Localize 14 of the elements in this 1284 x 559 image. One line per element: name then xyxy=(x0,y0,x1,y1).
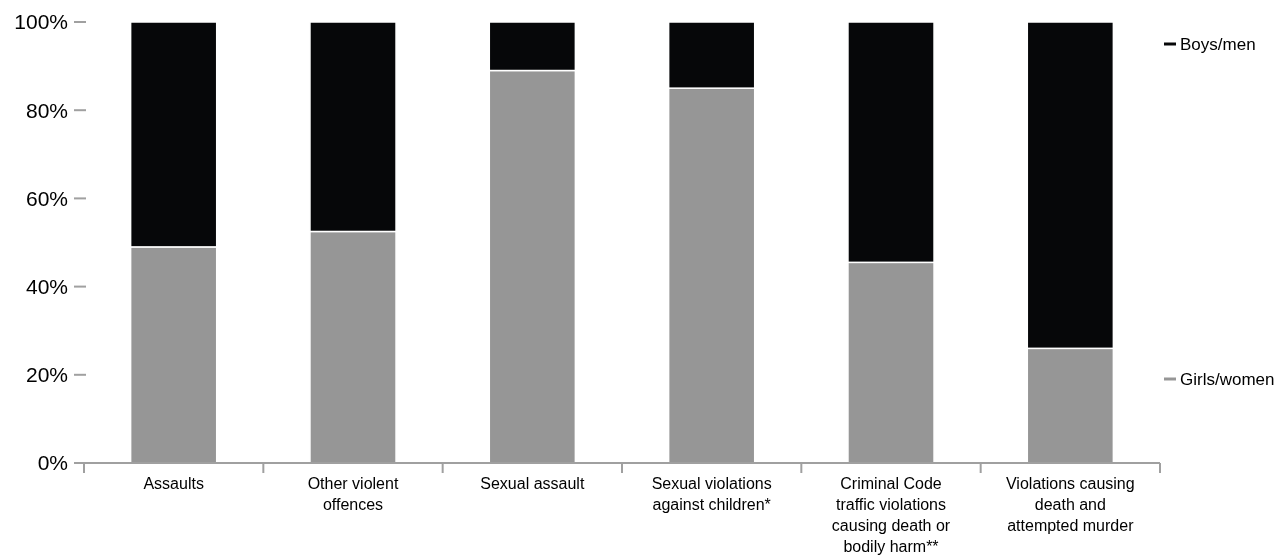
x-tick-label: Other violent offences xyxy=(307,475,399,513)
y-tick-label: 60% xyxy=(25,186,68,210)
legend-label: Girls/women xyxy=(1180,369,1275,389)
y-tick-label: 100% xyxy=(14,10,68,34)
x-tick-label: Sexual violations against children* xyxy=(651,475,772,513)
y-tick-label: 40% xyxy=(25,274,68,298)
y-tick-label: 20% xyxy=(25,363,68,387)
y-tick-label: 80% xyxy=(25,98,68,122)
x-tick-label: Sexual assault xyxy=(480,475,585,492)
y-tick-label: 0% xyxy=(37,451,68,475)
x-tick-label: Criminal Code traffic violations causing death or bodily harm** xyxy=(831,475,951,555)
x-tick-label: Violations causing death and attempted murder xyxy=(1005,475,1135,534)
x-tick-label: Assaults xyxy=(143,475,204,492)
legend-label: Boys/men xyxy=(1180,34,1256,54)
